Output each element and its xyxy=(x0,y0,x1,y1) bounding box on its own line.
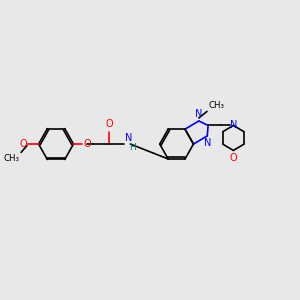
Text: N: N xyxy=(125,133,133,143)
Text: N: N xyxy=(230,120,237,130)
Text: N: N xyxy=(195,109,203,118)
Text: O: O xyxy=(19,139,27,149)
Text: O: O xyxy=(230,153,237,163)
Text: CH₃: CH₃ xyxy=(208,101,224,110)
Text: O: O xyxy=(83,139,91,149)
Text: CH₃: CH₃ xyxy=(4,154,20,163)
Text: N: N xyxy=(204,138,211,148)
Text: O: O xyxy=(105,119,113,129)
Text: H: H xyxy=(129,142,136,152)
